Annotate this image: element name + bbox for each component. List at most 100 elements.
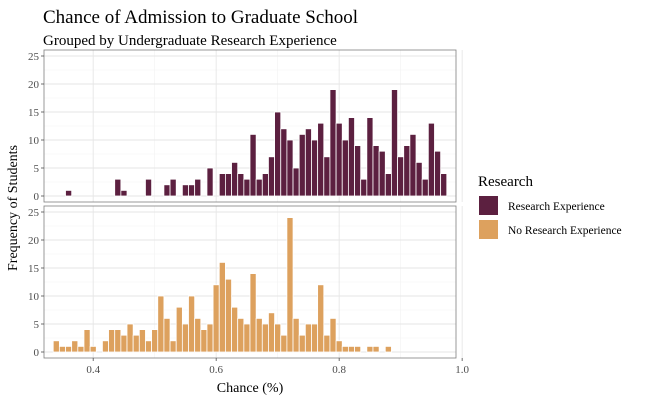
bar-no-research	[329, 317, 337, 353]
bar-research	[163, 184, 171, 197]
bar-no-research	[261, 323, 269, 353]
bar-no-research	[292, 317, 300, 353]
x-axis: 0.4 0.6 0.8 1.0	[86, 358, 470, 376]
bar-research	[372, 145, 380, 197]
bar-research	[286, 139, 294, 197]
bar-no-research	[354, 345, 362, 353]
bar-research	[391, 89, 398, 197]
bar-research	[237, 173, 245, 197]
bar-research	[114, 178, 122, 197]
legend-title: Research	[478, 174, 533, 190]
bar-no-research	[71, 340, 79, 353]
bar-no-research	[274, 323, 282, 353]
y-tick-label: 0	[34, 191, 40, 203]
bar-no-research	[188, 295, 196, 353]
bar-no-research	[194, 317, 202, 353]
bar-no-research	[372, 345, 380, 353]
bar-research	[427, 122, 435, 197]
bar-research	[231, 161, 239, 197]
bar-no-research	[298, 334, 306, 353]
y-tick-label: 10	[28, 291, 40, 303]
bar-research	[218, 173, 226, 197]
y-tick-label: 0	[34, 347, 40, 359]
y-tick-label: 20	[28, 235, 40, 247]
bar-no-research	[224, 278, 232, 353]
bar-research	[268, 156, 276, 197]
bar-research	[188, 184, 196, 197]
legend-swatch-no-research	[479, 220, 498, 239]
panel-no-research-experience: 0 5 10 15 20 25	[28, 205, 463, 359]
bar-no-research	[218, 261, 226, 353]
bar-research	[421, 178, 429, 197]
bar-research	[261, 173, 269, 197]
bar-no-research	[249, 273, 257, 353]
bar-research	[169, 178, 177, 197]
bar-no-research	[200, 329, 208, 353]
bar-no-research	[212, 284, 220, 353]
x-tick-label: 0.4	[86, 364, 100, 376]
bar-no-research	[347, 345, 355, 353]
bar-no-research	[237, 317, 245, 353]
y-axis-title: Frequency of Students	[6, 145, 21, 271]
bar-research	[249, 133, 257, 197]
bar-no-research	[311, 323, 319, 353]
bar-research	[341, 139, 349, 197]
y-tick-label: 10	[28, 135, 40, 147]
bar-no-research	[243, 323, 251, 353]
bar-no-research	[138, 329, 146, 353]
bar-no-research	[304, 323, 312, 353]
bar-no-research	[323, 334, 331, 353]
chart-title: Chance of Admission to Graduate School	[43, 7, 358, 28]
bar-no-research	[268, 312, 276, 353]
bar-research	[378, 150, 386, 197]
bar-research	[440, 173, 448, 197]
panel-border	[43, 205, 457, 359]
bar-research	[194, 178, 202, 197]
y-tick-label: 5	[34, 163, 40, 175]
bar-no-research	[108, 329, 116, 353]
bar-research	[415, 161, 423, 197]
bar-no-research	[231, 306, 239, 353]
bar-no-research	[151, 329, 159, 353]
bar-research	[292, 167, 300, 197]
bar-no-research	[341, 345, 349, 353]
panel-research-experience: 0 5 10 15 20 25	[28, 49, 463, 203]
bar-no-research	[83, 329, 91, 353]
bar-research	[434, 150, 442, 197]
y-tick-label: 20	[28, 79, 40, 91]
bar-research	[120, 189, 128, 197]
bar-research	[304, 128, 312, 197]
bar-research	[274, 111, 282, 197]
bar-research	[298, 133, 306, 197]
bar-no-research	[169, 340, 177, 353]
bar-research	[366, 117, 374, 197]
legend: Research Research Experience No Research…	[478, 174, 622, 239]
bar-research	[354, 145, 362, 197]
y-tick-label: 25	[28, 207, 40, 219]
bar-research	[311, 139, 319, 197]
bar-no-research	[114, 329, 122, 353]
bar-no-research	[175, 306, 183, 353]
bar-research	[384, 173, 392, 197]
legend-swatch-research	[479, 196, 498, 215]
bar-no-research	[52, 340, 60, 353]
bar-research	[181, 184, 189, 197]
x-axis-title: Chance (%)	[217, 381, 284, 396]
bar-research	[397, 156, 405, 197]
panel-border	[43, 49, 457, 203]
bar-research	[206, 167, 214, 197]
bar-no-research	[366, 345, 374, 353]
bar-research	[224, 173, 232, 197]
legend-label-research: Research Experience	[508, 201, 605, 213]
bar-research	[145, 178, 153, 197]
x-tick-label: 0.6	[209, 364, 223, 376]
bar-no-research	[255, 317, 263, 353]
bar-research	[409, 133, 417, 197]
bar-research	[329, 89, 337, 197]
bar-research	[360, 178, 368, 197]
bar-no-research	[384, 345, 392, 353]
bar-no-research	[280, 334, 288, 353]
legend-label-no-research: No Research Experience	[508, 225, 622, 237]
bar-research	[65, 189, 73, 197]
